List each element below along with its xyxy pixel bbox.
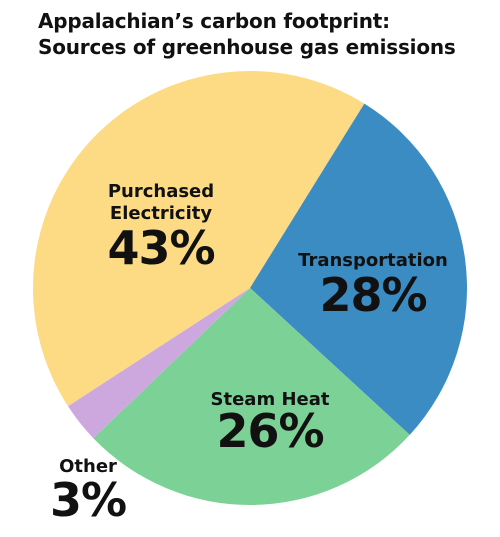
slice-value-other: 3% — [50, 473, 126, 527]
pie-slice-steam-heat — [93, 288, 410, 505]
slice-name-transportation: Transportation — [298, 250, 448, 271]
chart-title-line-1: Appalachian’s carbon footprint: — [38, 9, 390, 33]
pie-slice-other — [68, 288, 250, 439]
slice-value-steam-heat: 26% — [216, 404, 323, 458]
pie-slice-purchased-electricity — [32, 70, 365, 407]
chart-title: Appalachian’s carbon footprint: Sources … — [38, 8, 488, 60]
pie-slices — [32, 70, 467, 505]
chart-title-line-2: Sources of greenhouse gas emissions — [38, 35, 456, 59]
slice-value-transportation: 28% — [319, 268, 426, 322]
slice-name-steam-heat: Steam Heat — [211, 389, 330, 410]
slice-name-other: Other — [59, 456, 117, 477]
slice-value-purchased-electricity: 43% — [107, 221, 214, 275]
pie-slice-transportation — [250, 103, 467, 435]
slice-name-purchased-electricity-line-2: Electricity — [110, 203, 212, 224]
slice-name-purchased-electricity-line-1: Purchased — [108, 181, 214, 202]
